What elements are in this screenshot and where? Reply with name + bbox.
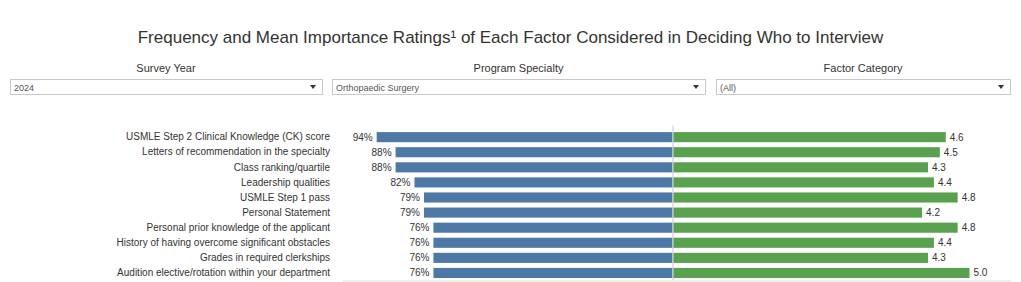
data-label: 76%	[409, 252, 429, 263]
dropdown-box[interactable]	[333, 80, 706, 95]
data-label: 94%	[353, 132, 373, 143]
dropdown-arrow[interactable]	[693, 85, 699, 89]
data-label: 79%	[400, 192, 420, 203]
category-label: Personal prior knowledge of the applican…	[147, 222, 331, 233]
dropdown-box[interactable]	[11, 80, 323, 95]
bar	[673, 177, 934, 187]
y-tick: History of having overcome significant o…	[117, 237, 330, 248]
filter-label: Factor Category	[824, 62, 903, 74]
category-label: USMLE Step 2 Clinical Knowledge (CK) sco…	[126, 131, 330, 142]
bar	[433, 238, 673, 248]
title: Frequency and Mean Importance Ratings¹ o…	[138, 28, 884, 47]
data-label: 79%	[400, 207, 420, 218]
data-label: 4.4	[938, 177, 952, 188]
dropdown-value[interactable]: 2024	[14, 83, 34, 93]
dashboard: Frequency and Mean Importance Ratings¹ o…	[0, 0, 1021, 282]
bar	[673, 238, 934, 248]
bar	[433, 268, 673, 278]
data-label: 76%	[409, 222, 429, 233]
x-axis-line	[343, 281, 674, 282]
bar	[424, 192, 673, 202]
y-tick: Personal prior knowledge of the applican…	[147, 222, 331, 233]
y-tick: Letters of recommendation in the special…	[142, 146, 330, 157]
category-label: Letters of recommendation in the special…	[142, 146, 330, 157]
y-tick: Grades in required clerkships	[200, 252, 330, 263]
bar	[433, 253, 673, 263]
bar	[673, 223, 958, 233]
data-label: 4.8	[962, 222, 976, 233]
zero-line	[673, 126, 674, 281]
category-label: Personal Statement	[242, 207, 330, 218]
data-label: 4.3	[932, 162, 946, 173]
data-labels: 94% 88% 88% 82% 79% 79% 76% 76% 76% 76%	[353, 132, 430, 279]
bar	[673, 192, 958, 202]
category-label: USMLE Step 1 pass	[240, 192, 330, 203]
dropdown-value[interactable]: (All)	[720, 83, 736, 93]
filter[interactable]: Survey Year 2024	[11, 62, 323, 95]
dropdown-arrow[interactable]	[310, 85, 316, 89]
bar	[673, 162, 928, 172]
bars	[377, 132, 673, 278]
category-label: Class ranking/quartile	[234, 162, 331, 173]
category-label: Leadership qualities	[241, 177, 330, 188]
chart-pane: 94% 88% 88% 82% 79% 79% 76% 76% 76% 76% USMLE Step…	[117, 126, 674, 281]
x-axis	[674, 281, 1012, 282]
zero-line	[673, 126, 674, 281]
filter[interactable]: Program Specialty Orthopaedic Surgery	[333, 62, 706, 95]
bar	[673, 268, 969, 278]
category-label: History of having overcome significant o…	[117, 237, 330, 248]
data-label: 4.3	[932, 252, 946, 263]
data-label: 4.5	[944, 147, 958, 158]
dropdown-value[interactable]: Orthopaedic Surgery	[336, 83, 420, 93]
data-label: 4.4	[938, 237, 952, 248]
data-label: 88%	[372, 147, 392, 158]
y-axis: USMLE Step 2 Clinical Knowledge (CK) sco…	[117, 131, 331, 278]
bar	[424, 208, 673, 218]
x-axis-line	[674, 281, 1012, 282]
bar	[673, 147, 940, 157]
filter-label: Survey Year	[136, 62, 196, 74]
bar	[396, 162, 673, 172]
category-label: Grades in required clerkships	[200, 252, 330, 263]
data-label: 4.2	[926, 207, 940, 218]
data-labels: 4.6 4.5 4.3 4.4 4.8 4.2 4.8 4.4 4.3 5.0	[926, 132, 988, 279]
filter[interactable]: Factor Category (All)	[717, 62, 1011, 95]
bar	[673, 132, 946, 142]
bar	[673, 208, 922, 218]
bar	[433, 223, 673, 233]
x-axis	[343, 281, 674, 282]
data-label: 82%	[390, 177, 410, 188]
y-tick: USMLE Step 2 Clinical Knowledge (CK) sco…	[126, 131, 330, 142]
y-tick: USMLE Step 1 pass	[240, 192, 330, 203]
dropdown-arrow[interactable]	[998, 85, 1004, 89]
y-tick: Personal Statement	[242, 207, 330, 218]
data-label: 76%	[409, 237, 429, 248]
bars	[673, 132, 969, 278]
bar	[415, 177, 673, 187]
data-label: 88%	[372, 162, 392, 173]
category-label: Audition elective/rotation within your d…	[117, 267, 330, 278]
dropdown-box[interactable]	[717, 80, 1011, 95]
filter-label: Program Specialty	[474, 62, 564, 74]
y-tick: Audition elective/rotation within your d…	[117, 267, 330, 278]
data-label: 76%	[409, 267, 429, 278]
data-label: 4.8	[962, 192, 976, 203]
data-label: 5.0	[973, 267, 987, 278]
y-tick: Leadership qualities	[241, 177, 330, 188]
chart-pane: 4.6 4.5 4.3 4.4 4.8 4.2 4.8 4.4 4.3 5.0	[673, 126, 1012, 281]
y-tick: Class ranking/quartile	[234, 162, 331, 173]
bar	[377, 132, 673, 142]
data-label: 4.6	[950, 132, 964, 143]
bar	[396, 147, 673, 157]
bar	[673, 253, 928, 263]
